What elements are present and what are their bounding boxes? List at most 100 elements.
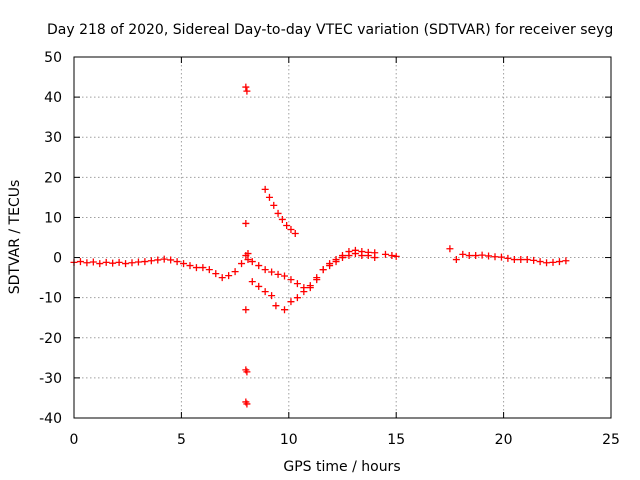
data-point [109, 259, 117, 267]
data-point [231, 268, 239, 276]
data-point [504, 254, 512, 262]
grid [74, 57, 611, 418]
data-point [319, 266, 327, 274]
data-point [261, 266, 269, 274]
y-tick-label: -30 [39, 371, 62, 387]
data-point [89, 258, 97, 266]
data-point [272, 302, 280, 310]
plot-frame [73, 56, 612, 419]
data-point [281, 272, 289, 280]
data-point [478, 251, 486, 259]
data-point [173, 258, 181, 266]
data-point [306, 284, 314, 292]
data-point [497, 253, 505, 261]
data-point [491, 253, 499, 261]
data-point [332, 258, 340, 266]
data-point [83, 259, 91, 267]
data-point [212, 270, 220, 278]
data-point [199, 264, 207, 272]
data-point [339, 254, 346, 262]
data-point [160, 255, 168, 263]
data-point [134, 258, 142, 266]
data-point [293, 294, 301, 302]
data-point [268, 292, 276, 300]
data-point [351, 250, 359, 258]
data-point [243, 400, 251, 408]
tick-labels: 0 5 10 15 20 25 -40 -30 -20 -10 0 10 20 30 40 50 [39, 50, 620, 448]
data-point [186, 262, 194, 270]
data-point [274, 270, 282, 278]
data-point [154, 256, 162, 264]
data-point [293, 280, 301, 288]
data-point [291, 229, 299, 237]
data-point [141, 258, 149, 266]
chart-title: Day 218 of 2020, Sidereal Day-to-day VTE… [47, 22, 613, 38]
data-point [371, 254, 379, 262]
data-point [218, 274, 226, 282]
data-points [70, 83, 570, 408]
axis-ticks [73, 56, 612, 419]
data-point [523, 256, 531, 264]
data-point [555, 258, 563, 266]
data-point [300, 288, 308, 296]
data-point [115, 258, 123, 266]
data-point [243, 87, 251, 95]
data-point [265, 193, 273, 201]
data-point [274, 209, 282, 217]
data-point [192, 264, 200, 272]
x-axis-label: GPS time / hours [283, 459, 400, 475]
data-point [517, 256, 525, 264]
data-point [543, 259, 551, 267]
data-point [180, 260, 188, 268]
data-point [388, 252, 396, 260]
data-point [122, 260, 130, 268]
y-tick-label: -40 [39, 411, 62, 427]
data-point [242, 306, 250, 314]
data-point [242, 83, 250, 91]
x-tick-label: 15 [387, 432, 405, 448]
data-point [472, 252, 480, 260]
x-tick-label: 25 [602, 432, 620, 448]
data-point [255, 282, 263, 290]
data-point [244, 256, 252, 264]
data-point [392, 252, 400, 260]
y-tick-label: -20 [39, 331, 62, 347]
data-point [326, 262, 334, 270]
data-point [244, 250, 252, 258]
data-point [255, 262, 263, 270]
x-tick-label: 5 [177, 432, 186, 448]
data-point [313, 276, 321, 284]
y-axis-label: SDTVAR / TECUs [7, 180, 23, 295]
y-tick-label: 0 [53, 251, 62, 267]
data-point [381, 250, 389, 258]
y-tick-label: 20 [44, 170, 62, 186]
data-point [76, 258, 84, 266]
x-tick-label: 20 [495, 432, 513, 448]
data-point [248, 278, 256, 286]
data-point [225, 272, 233, 280]
data-point [452, 256, 460, 264]
data-point [536, 258, 544, 266]
y-tick-label: 40 [44, 90, 62, 106]
data-point [268, 268, 276, 276]
data-point [128, 259, 136, 267]
data-point [358, 252, 366, 260]
data-point [283, 221, 291, 229]
data-point [459, 250, 467, 258]
data-point [562, 257, 570, 265]
y-tick-label: 50 [44, 50, 62, 66]
data-point [96, 260, 104, 268]
data-point [287, 298, 295, 306]
data-point [446, 245, 454, 253]
data-point [278, 215, 286, 223]
y-tick-label: -10 [39, 291, 62, 307]
data-point [530, 256, 538, 264]
data-point [287, 225, 295, 233]
data-point [549, 258, 557, 266]
data-point [261, 288, 269, 296]
data-point [364, 252, 372, 260]
data-point [270, 201, 278, 209]
data-point [243, 368, 251, 376]
data-point [102, 258, 110, 266]
